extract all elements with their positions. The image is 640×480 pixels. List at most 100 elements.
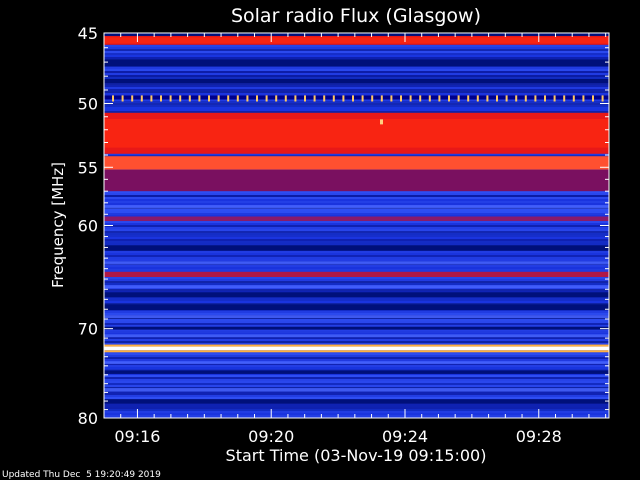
light-band [104,205,609,209]
interference-dot [380,95,383,102]
interference-dot [486,95,489,102]
texture-row [104,209,609,211]
interference-dot [515,95,518,102]
texture-row [104,155,609,157]
light-band [104,388,609,392]
texture-row [104,395,609,397]
emission-band-glow [104,344,609,347]
interference-dot [419,95,422,102]
emission-band-dotted-yellow [104,95,609,100]
texture-row [104,303,609,305]
light-band [104,315,609,319]
texture-row [104,397,609,399]
texture-row [104,343,609,345]
texture-row [104,257,609,259]
texture-row [104,203,609,205]
texture-row [104,407,609,409]
light-band [104,261,609,265]
texture-row [104,357,609,359]
texture-row [104,229,609,231]
texture-row [104,281,609,283]
y-axis-label: Frequency [MHz] [49,162,67,288]
texture-row [104,201,609,203]
texture-row [104,331,609,333]
interference-dot [428,95,431,102]
texture-row [104,213,609,215]
dark-band [104,292,609,298]
interference-dot [400,95,402,102]
texture-row [104,325,609,327]
texture-row [104,49,609,51]
texture-row [104,311,609,313]
texture-row [104,375,609,377]
texture-row [104,269,609,271]
y-tick-label: 45 [78,24,98,43]
texture-row [104,55,609,57]
interference-dot [227,95,230,102]
texture-row [104,403,609,405]
texture-row [104,265,609,267]
y-tick-label: 55 [78,158,98,177]
interference-dot [169,95,172,102]
interference-dot [352,95,354,102]
interference-dot [438,95,441,102]
dark-band [104,399,609,404]
interference-dot [544,95,546,102]
interference-dot [150,95,153,102]
dark-band [104,78,609,84]
texture-row [104,391,609,393]
emission-band-core [104,118,609,148]
interference-dot [342,95,345,102]
texture-row [104,223,609,225]
interference-dot [534,95,537,102]
light-band [104,285,609,289]
interference-dot [112,95,114,102]
x-axis: 09:16 09:20 09:24 09:28 [114,33,607,446]
interference-dot [217,95,220,102]
texture-row [104,321,609,323]
texture-row [104,105,609,107]
burst-spot [380,119,383,125]
texture-row [104,71,609,73]
emission-band-white [104,346,609,351]
interference-dot [457,95,460,102]
texture-row [104,89,609,91]
interference-dot [275,95,278,102]
texture-row [104,373,609,375]
texture-row [104,291,609,293]
interference-dot [265,95,268,102]
x-tick-label: 09:24 [382,427,428,446]
texture-row [104,237,609,239]
texture-row [104,411,609,413]
texture-row [104,53,609,55]
interference-dot [553,95,556,102]
texture-row [104,333,609,335]
texture-row [104,45,609,47]
texture-row [104,51,609,53]
interference-dot [140,95,143,102]
interference-dot [467,95,470,102]
texture-row [104,199,609,201]
interference-dot [323,95,326,102]
interference-dot [476,95,479,102]
texture-row [104,415,609,417]
emission-band-bright-red [104,156,609,170]
texture-row [104,367,609,369]
emission-band-purple [104,216,609,222]
light-band [104,361,609,365]
interference-dot [582,95,585,102]
texture-row [104,85,609,87]
texture-row [104,329,609,331]
texture-row [104,355,609,357]
texture-row [104,103,609,105]
texture-row [104,385,609,387]
texture-row [104,57,609,59]
interference-dot [256,95,258,102]
interference-dot [601,95,604,102]
texture-row [104,227,609,229]
interference-dot [592,95,594,102]
interference-dot [208,95,210,102]
texture-row [104,243,609,245]
texture-row [104,277,609,279]
texture-row [104,259,609,261]
